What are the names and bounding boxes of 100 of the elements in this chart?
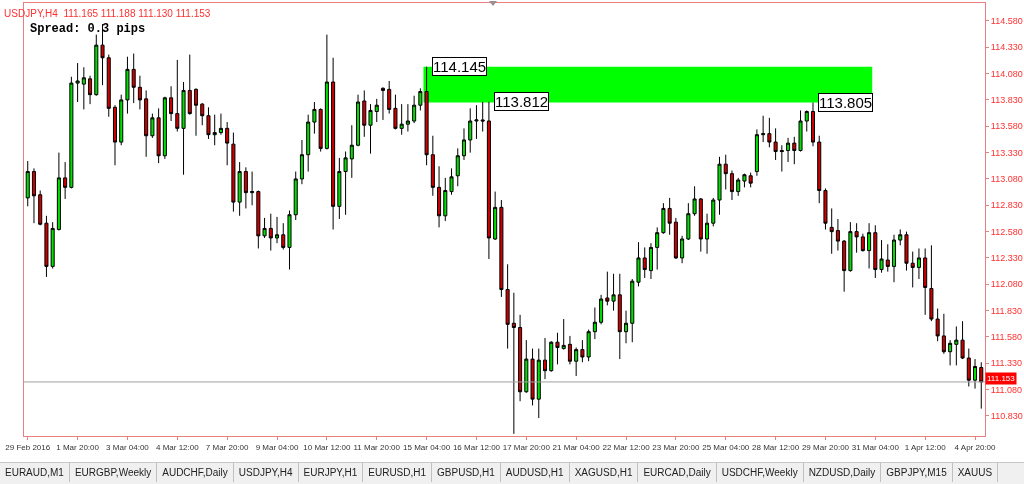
candlestick — [973, 358, 978, 390]
candlestick — [430, 135, 435, 197]
y-tick-label: 111.330 — [990, 358, 1022, 369]
annotation: 114.145 — [433, 58, 487, 75]
candlestick — [144, 89, 149, 158]
x-tick-label: 3 Mar 04:00 — [106, 442, 150, 452]
text: EURAUD,M1 — [0, 463, 70, 482]
candlestick — [835, 218, 840, 252]
candlestick — [923, 247, 928, 316]
candlestick — [879, 239, 884, 274]
candlestick — [380, 87, 385, 121]
candlestick — [275, 216, 280, 244]
candlestick — [486, 101, 491, 260]
x-tick-label: 9 Mar 04:00 — [255, 442, 299, 452]
y-tick-label: 111.580 — [990, 332, 1022, 343]
candlestick — [81, 66, 86, 110]
candlestick — [860, 233, 865, 253]
candlestick — [206, 106, 211, 140]
y-tick-label: 114.330 — [990, 42, 1023, 53]
candlestick — [106, 54, 111, 118]
candlestick — [119, 94, 124, 146]
candlestick — [387, 80, 392, 115]
candlestick — [592, 306, 597, 340]
candlestick — [754, 128, 759, 177]
candlestick — [829, 207, 834, 255]
candlestick — [200, 102, 205, 126]
candlestick — [225, 121, 230, 166]
candlestick — [31, 167, 36, 224]
y-tick-label: 114.080 — [990, 68, 1023, 79]
candlestick — [94, 34, 99, 97]
candlestick — [187, 54, 192, 116]
candlestick — [810, 102, 816, 147]
candlestick — [443, 177, 448, 222]
candlestick — [461, 127, 467, 161]
candlestick — [362, 89, 367, 138]
candlestick — [867, 222, 872, 269]
candlestick — [723, 154, 728, 190]
candlestick — [88, 75, 93, 105]
candlestick — [137, 75, 142, 110]
candlestick — [542, 337, 548, 380]
candlestick — [966, 348, 971, 387]
candlestick — [25, 160, 30, 207]
y-tick-label: 112.330 — [990, 253, 1023, 264]
candlestick — [480, 101, 485, 133]
candlestick — [468, 107, 473, 154]
candlestick — [374, 98, 379, 123]
x-tick-label: 28 Mar 12:00 — [752, 442, 800, 452]
candlestick — [916, 247, 921, 280]
y-tick-label: 113.830 — [990, 95, 1023, 106]
candlestick — [56, 152, 61, 232]
text: AUDCHF,Daily — [157, 463, 234, 482]
candlestick — [717, 156, 722, 216]
candlestick — [125, 56, 130, 115]
text: EURGBP,Weekly — [69, 463, 158, 482]
candlestick — [648, 242, 653, 280]
candlestick — [449, 167, 454, 196]
candlestick — [162, 96, 167, 160]
candlestick — [268, 213, 273, 252]
candlestick — [493, 191, 498, 241]
y-tick-label: 111.080 — [990, 384, 1022, 395]
candlestick — [705, 213, 710, 255]
x-tick-label: 31 Mar 04:00 — [851, 442, 900, 452]
candlestick — [574, 347, 579, 377]
candlestick — [299, 139, 304, 185]
candlestick — [630, 278, 635, 343]
candlestick — [736, 177, 741, 197]
y-tick-label: 113.580 — [990, 121, 1023, 132]
candlestick — [524, 339, 529, 394]
candlestick — [680, 235, 685, 264]
candlestick — [673, 217, 678, 260]
candlestick — [941, 313, 946, 355]
candlestick — [131, 53, 136, 104]
candlestick — [368, 103, 373, 155]
text: GBPUSD,H1 — [432, 463, 501, 482]
candlestick — [437, 165, 442, 228]
candlestick — [823, 187, 828, 231]
text: EURCAD,Daily — [638, 463, 717, 482]
candlestick — [212, 114, 217, 146]
y-tick-label: 112.830 — [990, 200, 1023, 211]
candlestick — [112, 104, 118, 166]
x-tick-label: 16 Mar 12:00 — [452, 442, 501, 452]
candlestick — [412, 95, 417, 124]
candlestick — [798, 109, 803, 153]
candlestick — [38, 190, 43, 226]
candlestick — [511, 292, 516, 435]
candlestick — [599, 294, 604, 325]
candlestick — [948, 339, 953, 366]
candlestick — [761, 115, 766, 143]
x-tick-label: 21 Mar 04:00 — [552, 442, 601, 452]
text: EURUSD,H1 — [363, 463, 433, 482]
candlestick — [910, 251, 915, 288]
x-tick-label: 15 Mar 04:00 — [403, 442, 451, 452]
candlestick — [567, 335, 572, 365]
candlestick — [873, 224, 878, 279]
candlestick — [729, 170, 734, 201]
y-tick-label: 111.830 — [990, 305, 1022, 316]
x-tick-label: 23 Mar 20:00 — [652, 442, 700, 452]
candlestick — [250, 171, 255, 206]
candlestick — [904, 231, 909, 272]
candlestick — [698, 197, 703, 253]
